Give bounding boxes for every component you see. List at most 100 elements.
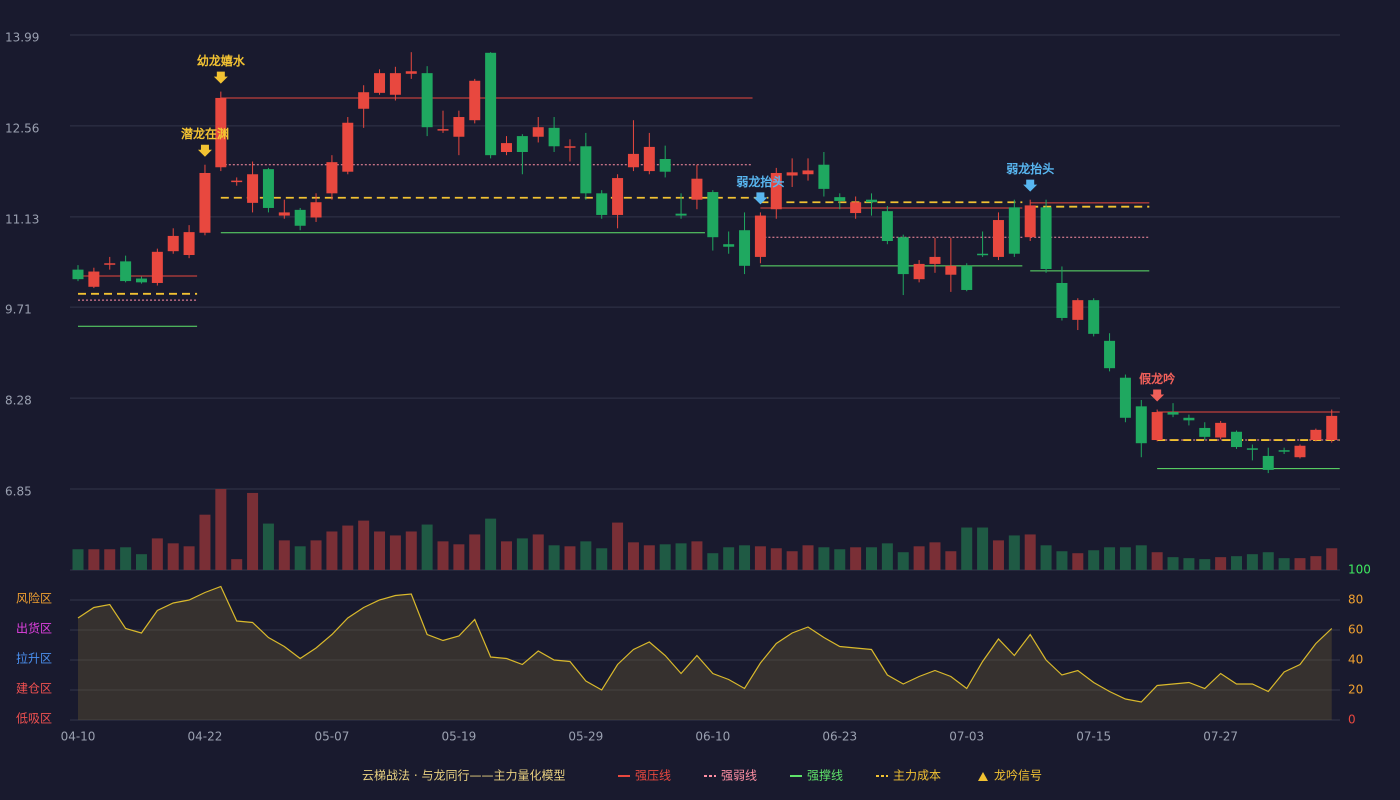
osc-tick-label: 40 bbox=[1348, 653, 1363, 667]
volume-bar bbox=[405, 531, 417, 570]
volume-bar bbox=[1151, 552, 1163, 570]
volume-bar bbox=[294, 546, 306, 570]
candle-body bbox=[374, 73, 386, 93]
candle-body bbox=[802, 170, 814, 175]
candle-body bbox=[120, 261, 132, 282]
x-tick-label: 07-27 bbox=[1203, 730, 1238, 744]
volume-bar bbox=[183, 546, 195, 570]
candle-body bbox=[1278, 450, 1290, 452]
candle-body bbox=[992, 220, 1004, 257]
osc-tick-label: 100 bbox=[1348, 563, 1371, 577]
volume-bar bbox=[104, 549, 116, 570]
volume-bar bbox=[88, 549, 100, 570]
candle-body bbox=[770, 172, 782, 210]
volume-bar bbox=[199, 514, 211, 570]
candle-body bbox=[659, 158, 671, 172]
volume-bar bbox=[247, 492, 259, 570]
volume-bar bbox=[913, 546, 925, 570]
candle-body bbox=[1326, 415, 1338, 441]
signal-arrow bbox=[1150, 389, 1165, 402]
candle-body bbox=[1262, 455, 1274, 470]
candle-body bbox=[612, 178, 624, 215]
legend-label: 强弱线 bbox=[721, 769, 757, 783]
volume-bar bbox=[881, 543, 893, 570]
volume-bar bbox=[612, 522, 624, 570]
volume-bar bbox=[453, 544, 465, 570]
volume-bar bbox=[850, 547, 862, 570]
volume-bar bbox=[834, 549, 846, 570]
volume-bar bbox=[135, 554, 147, 570]
volume-bar bbox=[1199, 559, 1211, 570]
volume-bar bbox=[215, 489, 227, 570]
candle-body bbox=[469, 80, 481, 121]
volume-bar bbox=[929, 542, 941, 570]
candle-body bbox=[1199, 427, 1211, 437]
candle-body bbox=[945, 265, 957, 275]
signal-label: 弱龙抬头 bbox=[736, 174, 784, 189]
volume-bar bbox=[707, 553, 719, 570]
candle-body bbox=[342, 122, 354, 172]
candle-body bbox=[1135, 406, 1147, 444]
volume-bar bbox=[1262, 552, 1274, 570]
volume-bar bbox=[389, 535, 401, 570]
osc-line bbox=[77, 585, 1333, 703]
x-tick-label: 06-23 bbox=[822, 730, 857, 744]
y-tick-label: 12.56 bbox=[5, 121, 39, 135]
volume-bar bbox=[72, 549, 84, 570]
volume-bar bbox=[231, 559, 243, 570]
candle-body bbox=[1183, 417, 1195, 421]
osc-tick-label: 20 bbox=[1348, 683, 1363, 697]
volume-bar bbox=[1294, 558, 1306, 570]
volume-bar bbox=[643, 545, 655, 570]
candle-body bbox=[596, 193, 608, 215]
candle-body bbox=[1215, 422, 1227, 438]
zone-label: 风险区 bbox=[16, 591, 52, 606]
candle-body bbox=[1231, 431, 1243, 448]
candle-body bbox=[1151, 412, 1163, 441]
candle-body bbox=[754, 215, 766, 257]
candle-body bbox=[786, 172, 798, 176]
volume-bar bbox=[627, 542, 639, 570]
x-tick-label: 06-10 bbox=[695, 730, 730, 744]
candle-body bbox=[389, 73, 401, 95]
candle-body bbox=[247, 174, 259, 203]
zone-label: 拉升区 bbox=[16, 651, 52, 666]
candle-body bbox=[151, 251, 163, 283]
candle-body bbox=[691, 178, 703, 200]
volume-bar bbox=[770, 548, 782, 570]
volume-bar bbox=[1135, 545, 1147, 570]
candle-body bbox=[1167, 412, 1179, 415]
candle-body bbox=[72, 269, 84, 280]
candle-body bbox=[961, 265, 973, 290]
volume-bar bbox=[469, 534, 481, 570]
volume-bar bbox=[1008, 535, 1020, 570]
candle-body bbox=[485, 52, 497, 156]
volume-bar bbox=[1072, 553, 1084, 570]
candle-body bbox=[1246, 448, 1258, 450]
volume-bar bbox=[897, 552, 909, 570]
osc-tick-label: 80 bbox=[1348, 593, 1363, 607]
candle-body bbox=[627, 153, 639, 168]
candle-body bbox=[834, 197, 846, 201]
volume-bar bbox=[1310, 556, 1322, 570]
zone-label: 出货区 bbox=[16, 621, 52, 636]
candle-body bbox=[564, 146, 576, 148]
volume-bar bbox=[961, 527, 973, 570]
volume-bar bbox=[739, 545, 751, 570]
signal-label: 潜龙在渊 bbox=[181, 126, 229, 141]
candle-body bbox=[881, 211, 893, 242]
volume-bar bbox=[1024, 534, 1036, 570]
candle-body bbox=[294, 209, 306, 226]
candle-body bbox=[231, 180, 243, 183]
candle-body bbox=[516, 136, 528, 152]
candle-body bbox=[1040, 207, 1052, 269]
x-tick-label: 04-22 bbox=[188, 730, 223, 744]
y-tick-label: 11.13 bbox=[5, 212, 39, 226]
signal-arrow bbox=[213, 71, 228, 84]
candle-body bbox=[675, 213, 687, 216]
signal-label: 幼龙嬉水 bbox=[197, 53, 246, 68]
y-tick-label: 9.71 bbox=[5, 303, 32, 317]
volume-bar bbox=[374, 531, 386, 570]
